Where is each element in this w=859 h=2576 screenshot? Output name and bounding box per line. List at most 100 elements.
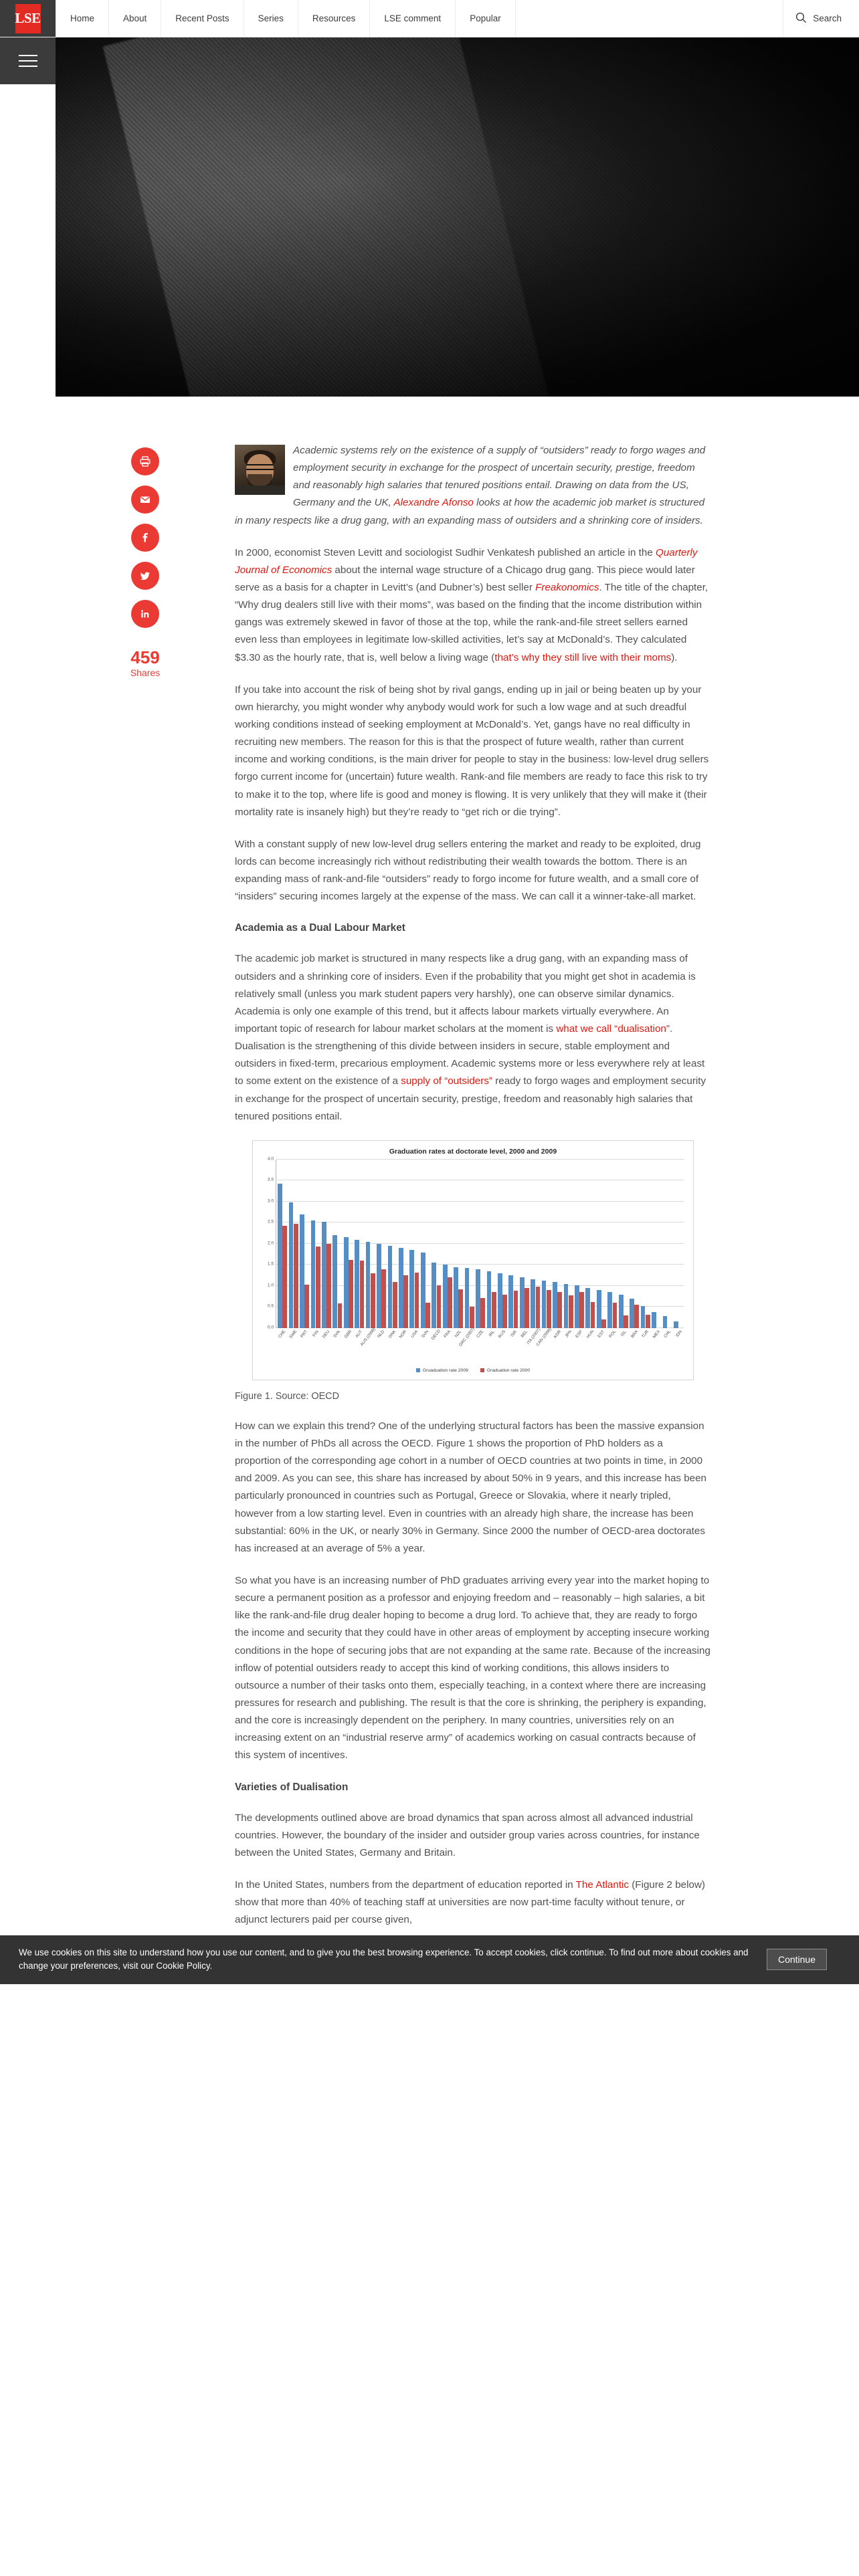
chart-x-label: SVK — [332, 1329, 342, 1339]
chart-x-axis-labels: CHE SWE PRT FIN DEU SVK GBR AUT AUS (2008) NLD DNK… — [276, 1327, 684, 1367]
nav-item-about[interactable]: About — [109, 0, 162, 37]
chart-bar-2009 — [508, 1275, 514, 1328]
chart-x-label: CZE — [476, 1329, 485, 1339]
chart-bar-group — [420, 1160, 431, 1328]
hero-image — [56, 37, 859, 397]
chart-bar-group — [541, 1160, 552, 1328]
chart-y-tick-label: 3.5 — [267, 1177, 274, 1182]
author-photo-beard — [248, 474, 272, 488]
paragraph-7: The developments outlined above are broa… — [235, 1812, 700, 1858]
search-button[interactable]: Search — [783, 0, 859, 37]
link-freakonomics[interactable]: Freakonomics — [535, 581, 599, 593]
menu-toggle-button[interactable] — [0, 37, 56, 84]
hamburger-bar — [18, 55, 37, 56]
chart-bar-2009 — [377, 1243, 381, 1328]
chart-bar-2000 — [634, 1305, 640, 1328]
chart-bar-group — [310, 1160, 320, 1328]
chart-bar-group — [387, 1160, 397, 1328]
chart-bar-2000 — [469, 1307, 474, 1328]
chart-bar-group — [640, 1160, 650, 1328]
chart-x-label: OECD — [430, 1328, 442, 1341]
chart-bar-2000 — [568, 1295, 573, 1328]
hero-vignette — [56, 37, 859, 397]
hamburger-bar — [18, 66, 37, 67]
chart-bar-group — [442, 1160, 453, 1328]
chart-x-label: ESP — [575, 1329, 584, 1339]
chart-bar-2000 — [491, 1292, 496, 1328]
chart-bar-2000 — [282, 1226, 288, 1328]
chart-bar-2000 — [624, 1315, 628, 1328]
legend-swatch-2000 — [480, 1368, 484, 1373]
chart-bar-2009 — [531, 1279, 536, 1328]
chart-bar-2000 — [535, 1287, 541, 1328]
chart-bar-2009 — [454, 1267, 458, 1328]
legend-item-2000: Graduation rate 2000 — [480, 1368, 530, 1373]
legend-label-2000: Graduation rate 2000 — [486, 1368, 531, 1373]
chart-x-label: CAN (2008) — [535, 1327, 553, 1348]
share-linkedin-button[interactable] — [131, 600, 159, 628]
chart-bar-2009 — [432, 1263, 437, 1328]
chart-x-label: AUT — [355, 1329, 364, 1339]
share-count-label: Shares — [130, 667, 161, 679]
chart-x-label: FIN — [311, 1329, 320, 1338]
cookie-continue-button[interactable]: Continue — [766, 1949, 827, 1971]
chart-bar-2009 — [399, 1248, 403, 1328]
nav-item-popular[interactable]: Popular — [456, 0, 516, 37]
intro-text-part1: Academic systems rely on the existence o… — [293, 445, 706, 509]
chart-bar-group — [365, 1160, 376, 1328]
chart-bar-2000 — [436, 1285, 442, 1328]
share-email-button[interactable] — [131, 486, 159, 514]
chart-bar-2000 — [601, 1319, 606, 1328]
chart-bar-group — [497, 1160, 508, 1328]
link-the-atlantic[interactable]: The Atlantic — [575, 1879, 630, 1891]
link-supply-of-outsiders[interactable]: supply of “outsiders” — [401, 1075, 492, 1087]
print-icon — [138, 455, 152, 468]
nav-item-recent-posts[interactable]: Recent Posts — [161, 0, 244, 37]
chart-bar-2009 — [310, 1220, 316, 1328]
chart-bar-group — [332, 1160, 343, 1328]
author-link[interactable]: Alexandre Afonso — [393, 497, 474, 509]
paragraph-2: If you take into account the risk of bei… — [235, 683, 709, 818]
chart-x-label: SWE — [288, 1329, 298, 1339]
chart-bar-2000 — [381, 1269, 387, 1328]
chart-bar-2009 — [553, 1281, 557, 1328]
search-icon — [795, 12, 807, 25]
chart-bar-2009 — [630, 1298, 634, 1328]
chart-bar-2000 — [403, 1275, 409, 1328]
paragraph-1: In 2000, economist Steven Levitt and soc… — [235, 544, 711, 667]
lse-logo[interactable]: LSE — [0, 0, 56, 37]
chart-bar-group — [585, 1160, 595, 1328]
chart-bar-2009 — [673, 1321, 678, 1328]
chart-bar-group — [552, 1160, 563, 1328]
chart-bar-2009 — [332, 1235, 338, 1328]
nav-item-home[interactable]: Home — [56, 0, 110, 37]
share-twitter-button[interactable] — [131, 562, 159, 590]
chart-x-label: GRC (2007) — [458, 1327, 476, 1348]
share-facebook-button[interactable] — [131, 524, 159, 552]
p4-c: ready to forgo wages and employment secu… — [235, 1075, 706, 1122]
chart-x-label: BRA — [630, 1329, 639, 1339]
chart-bar-2009 — [321, 1222, 326, 1328]
chart-bar-group — [398, 1160, 409, 1328]
p4-b: . Dualisation is the strengthening of th… — [235, 1023, 705, 1087]
paragraph-5: How can we explain this trend? One of th… — [235, 1420, 706, 1554]
chart-bar-2009 — [278, 1183, 282, 1328]
nav-item-series[interactable]: Series — [244, 0, 298, 37]
link-moms[interactable]: that’s why they still live with their mo… — [494, 651, 672, 663]
chart-bar-2009 — [387, 1246, 393, 1328]
link-quarterly-journal[interactable]: Quarterly Journal of Economics — [235, 546, 698, 576]
paragraph-4: The academic job market is structured in… — [235, 950, 711, 1125]
chart-x-label: IDN — [674, 1329, 683, 1338]
link-dualisation[interactable]: what we call “dualisation” — [556, 1023, 670, 1035]
chart-x-label: DEU — [321, 1329, 331, 1339]
nav-item-resources[interactable]: Resources — [298, 0, 371, 37]
chart-y-tick-label: 2.0 — [267, 1241, 274, 1246]
chart-x-label: TUR — [641, 1329, 650, 1339]
share-print-button[interactable] — [131, 447, 159, 475]
email-icon — [138, 493, 152, 506]
nav-item-lse-comment[interactable]: LSE comment — [370, 0, 456, 37]
chart-y-tick-label: 3.0 — [267, 1198, 274, 1204]
chart-bar-2000 — [502, 1294, 507, 1328]
chart-x-label: RUS — [498, 1329, 507, 1339]
chart-bar-2009 — [442, 1265, 448, 1328]
